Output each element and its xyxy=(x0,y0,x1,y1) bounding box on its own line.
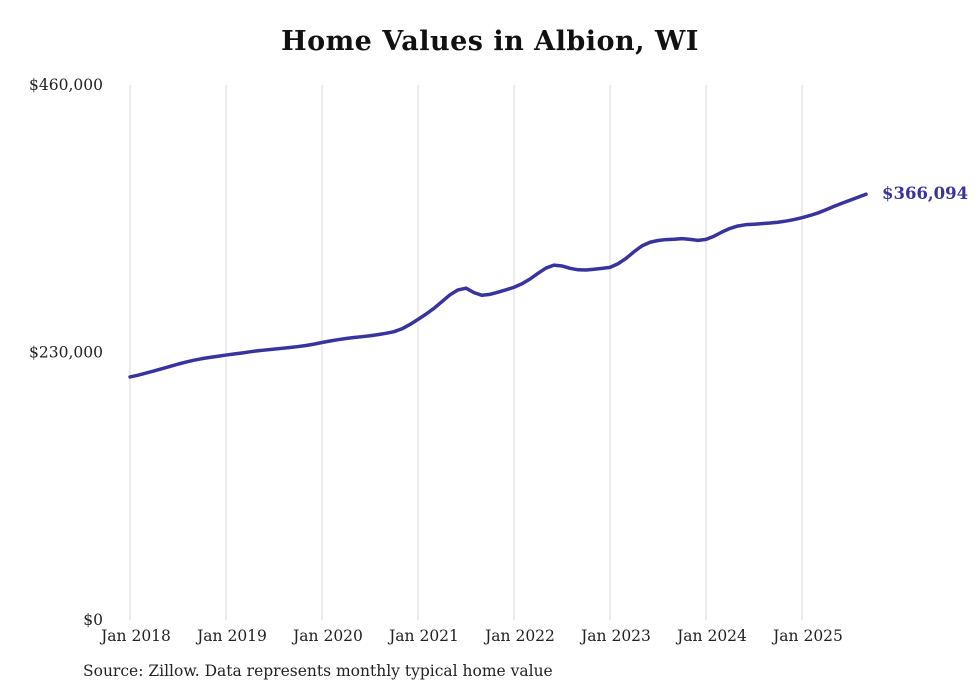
source-note: Source: Zillow. Data represents monthly … xyxy=(83,662,553,680)
x-tick-label: Jan 2018 xyxy=(99,627,171,645)
x-tick-label: Jan 2024 xyxy=(675,627,747,645)
y-tick-label: $230,000 xyxy=(29,344,103,362)
x-tick-label: Jan 2022 xyxy=(483,627,555,645)
x-tick-label: Jan 2025 xyxy=(771,627,843,645)
y-tick-label: $0 xyxy=(83,611,103,629)
value-line xyxy=(128,192,868,379)
x-tick-label: Jan 2023 xyxy=(579,627,651,645)
end-value-label: $366,094 xyxy=(882,184,968,203)
x-tick-label: Jan 2021 xyxy=(387,627,459,645)
x-tick-label: Jan 2020 xyxy=(291,627,363,645)
chart-title: Home Values in Albion, WI xyxy=(281,26,699,57)
x-tick-label: Jan 2019 xyxy=(195,627,267,645)
y-tick-label: $460,000 xyxy=(29,76,103,94)
